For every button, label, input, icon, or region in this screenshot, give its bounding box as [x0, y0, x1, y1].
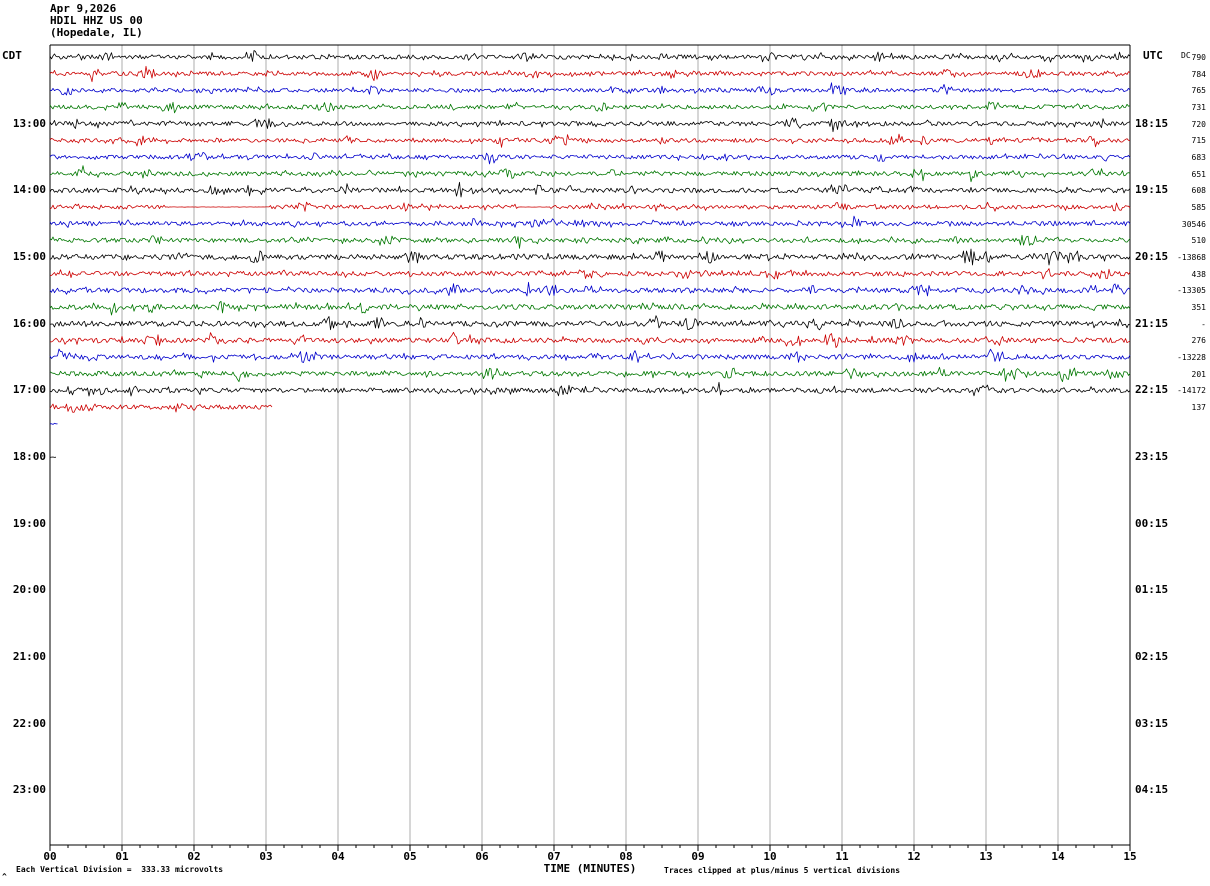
seismogram-trace: [49, 403, 273, 413]
dc-offset-value: 683: [1191, 153, 1206, 162]
utc-time-label: 21:15: [1135, 316, 1169, 330]
seismogram-trace: [49, 215, 1131, 229]
seismogram-trace: [49, 133, 1131, 148]
utc-time-label: 22:15: [1135, 383, 1169, 397]
x-tick-label: 03: [259, 850, 273, 863]
scale-footnote: Each Vertical Division = 333.33 microvol…: [16, 865, 224, 874]
seismogram-trace: [49, 248, 1131, 266]
x-tick-label: 13: [979, 850, 993, 863]
cdt-time-label: 14:00: [12, 183, 46, 197]
seismogram-trace: [49, 151, 1131, 165]
seismogram-trace: [49, 348, 1131, 363]
seismogram-trace: [49, 234, 1131, 249]
x-tick-label: 10: [763, 850, 777, 863]
x-axis-title: TIME (MINUTES): [543, 862, 637, 875]
dc-offset-value: 651: [1191, 169, 1206, 179]
x-tick-label: 15: [1123, 850, 1137, 863]
seismogram-trace: [49, 331, 1131, 349]
dc-offset-value: -13868: [1177, 253, 1206, 262]
cdt-time-label: 19:00: [12, 516, 46, 530]
cdt-time-label: 17:00: [12, 383, 46, 397]
utc-time-label: 01:15: [1135, 583, 1169, 597]
right-axis-title: UTC: [1143, 49, 1163, 62]
cdt-time-label: 22:00: [12, 716, 46, 730]
cdt-time-label: 21:00: [12, 650, 46, 663]
dc-column-label: DC: [1181, 51, 1191, 60]
x-tick-label: 02: [187, 850, 201, 863]
utc-time-label: 04:15: [1135, 783, 1169, 797]
utc-time-label: 20:15: [1135, 250, 1169, 263]
utc-time-label: 23:15: [1135, 450, 1169, 463]
dc-offset-value: -14172: [1177, 386, 1206, 396]
dc-offset-value: 731: [1191, 103, 1206, 112]
dc-offset-value: 765: [1191, 86, 1206, 96]
x-tick-label: 08: [619, 850, 633, 863]
x-tick-label: 01: [115, 850, 129, 863]
seismogram-trace: [49, 366, 1131, 383]
utc-time-label: 02:15: [1135, 650, 1169, 663]
dc-offset-value: -13228: [1177, 353, 1206, 362]
cdt-time-label: 23:00: [12, 783, 46, 797]
utc-time-label: 19:15: [1135, 183, 1169, 197]
x-tick-label: 04: [331, 850, 345, 863]
dc-offset-value: 276: [1191, 336, 1206, 346]
x-tick-label: 14: [1051, 850, 1065, 863]
x-tick-label: 00: [43, 850, 57, 863]
dc-offset-value: 585: [1191, 203, 1206, 212]
dc-offset-value: 790: [1191, 53, 1206, 62]
cdt-time-label: 15:00: [12, 250, 46, 263]
x-tick-label: 09: [691, 850, 705, 863]
date-label: Apr 9,2026: [50, 2, 117, 15]
x-tick-label: 06: [475, 850, 489, 863]
dc-offset-value: 351: [1191, 303, 1206, 312]
seismogram-trace: [49, 281, 1131, 297]
dc-offset-value: 608: [1191, 186, 1206, 196]
utc-time-label: 03:15: [1135, 716, 1169, 730]
dc-offset-value: 510: [1191, 236, 1206, 246]
seismogram-trace: [49, 201, 1131, 212]
x-tick-label: 11: [835, 850, 849, 863]
dc-offset-value: 137: [1191, 403, 1206, 412]
corner-mark: ^: [2, 872, 7, 881]
x-tick-label: 12: [907, 850, 921, 863]
seismogram-trace: [49, 82, 1131, 96]
seismogram-trace: [49, 101, 1131, 114]
seismogram-trace: [49, 300, 1131, 316]
x-tick-label: 07: [547, 850, 561, 863]
clipping-footnote: Traces clipped at plus/minus 5 vertical …: [664, 866, 901, 875]
left-axis-title: CDT: [2, 49, 22, 62]
dc-offset-value: 715: [1191, 136, 1206, 146]
dc-offset-value: -13305: [1177, 286, 1206, 296]
seismogram-trace: [49, 181, 1131, 198]
dc-offset-value: 438: [1191, 269, 1206, 279]
utc-time-label: 18:15: [1135, 116, 1169, 130]
cdt-time-label: 20:00: [12, 583, 46, 597]
seismogram-trace: [49, 117, 1131, 133]
cdt-time-label: 16:00: [12, 316, 46, 330]
seismogram-trace: [49, 268, 1131, 280]
dc-offset-value: 30546: [1181, 219, 1206, 229]
cdt-time-label: 18:00: [12, 450, 46, 463]
seismogram-trace: [50, 422, 58, 425]
location-label: (Hopedale, IL): [50, 26, 143, 39]
utc-time-label: 00:15: [1135, 516, 1169, 530]
x-tick-label: 05: [403, 850, 417, 863]
dc-offset-value: 201: [1191, 369, 1206, 379]
cdt-time-label: 13:00: [12, 116, 46, 130]
seismogram-trace: [49, 50, 1131, 63]
station-label: HDIL HHZ US 00: [50, 14, 143, 27]
seismogram-trace: [49, 65, 1131, 83]
dc-offset-value: -: [1201, 319, 1206, 329]
seismogram-trace: [49, 165, 1131, 183]
seismogram-trace: [49, 315, 1131, 331]
dc-offset-value: 784: [1191, 69, 1206, 79]
dc-offset-value: 720: [1191, 119, 1206, 129]
seismogram-trace: [49, 381, 1131, 397]
